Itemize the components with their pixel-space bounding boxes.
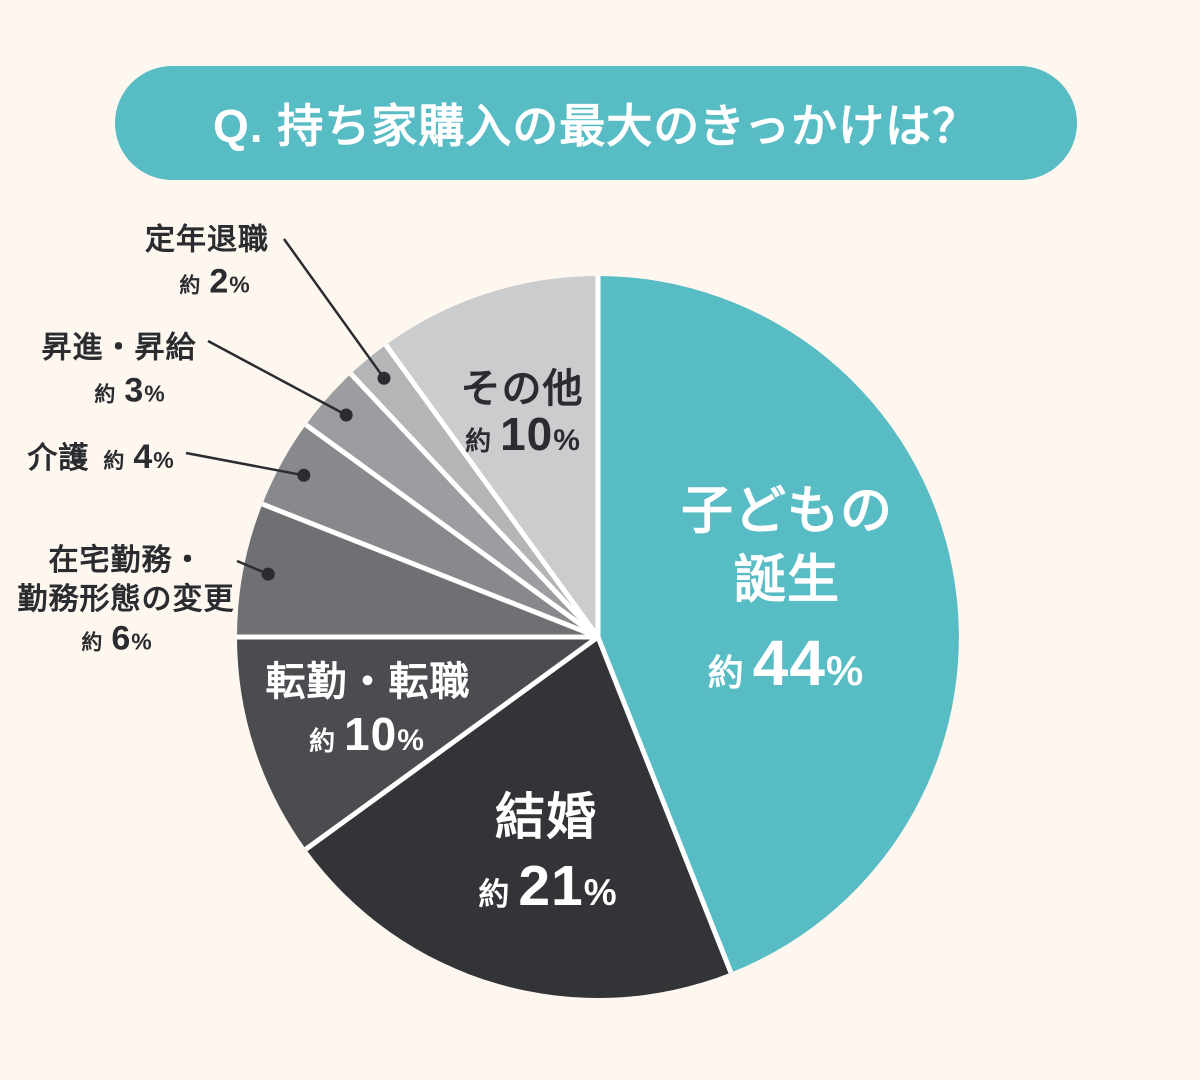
question-banner: Q. 持ち家購入の最大のきっかけは？ bbox=[115, 66, 1077, 180]
approx-prefix: 約 bbox=[478, 877, 511, 912]
percent-value: 3 bbox=[124, 371, 145, 410]
slice-separator bbox=[595, 636, 734, 974]
percent-sign: % bbox=[825, 647, 865, 694]
percent-value: 2 bbox=[209, 262, 230, 301]
approx-prefix: 約 bbox=[81, 631, 104, 655]
pie-slice-0 bbox=[598, 276, 959, 973]
percent-value: 21 bbox=[518, 854, 584, 918]
pie-slice-4 bbox=[262, 424, 598, 637]
slice-value-kekkon: 約 21% bbox=[478, 853, 617, 919]
percent-sign: % bbox=[553, 424, 581, 457]
approx-prefix: 約 bbox=[465, 426, 493, 456]
percent-sign: % bbox=[397, 724, 425, 757]
percent-sign: % bbox=[153, 446, 175, 473]
slice-value-kaigo: 約 4% bbox=[103, 438, 175, 476]
percent-sign: % bbox=[131, 628, 153, 655]
leader-line bbox=[282, 238, 386, 380]
slice-separator bbox=[383, 343, 601, 639]
slice-separator bbox=[304, 422, 600, 640]
leader-dot bbox=[297, 468, 311, 482]
pie-slice-2 bbox=[236, 637, 598, 850]
pie-slice-1 bbox=[305, 637, 731, 998]
leader-dot bbox=[339, 408, 353, 422]
slice-value-shoushin-shoukyuu: 約 3% bbox=[94, 372, 165, 411]
question-text: Q. 持ち家購入の最大のきっかけは？ bbox=[212, 100, 980, 152]
slice-label-kaigo: 介護約 4% bbox=[27, 435, 174, 479]
slice-label-text: 介護 bbox=[27, 441, 90, 475]
pie-slice-7 bbox=[385, 276, 598, 637]
slice-value-kodomo-no-tanjou: 約 44% bbox=[708, 626, 865, 700]
leader-dot bbox=[377, 371, 391, 385]
percent-sign: % bbox=[144, 380, 166, 407]
slice-label-kodomo-no-tanjou: 子どもの 誕生 bbox=[680, 482, 894, 609]
slice-value-zaitaku-kinmu: 約 6% bbox=[81, 620, 152, 659]
percent-value: 6 bbox=[111, 619, 132, 658]
slice-label-zaitaku-kinmu: 在宅勤務・ 勤務形態の変更 bbox=[17, 544, 235, 616]
slice-separator bbox=[349, 372, 600, 639]
slice-label-shoushin-shoukyuu: 昇進・昇給 bbox=[41, 331, 197, 365]
slice-label-teinen-taishoku: 定年退職 bbox=[145, 223, 269, 257]
approx-prefix: 約 bbox=[94, 383, 117, 407]
slice-value-tenkin-tenshoku: 約 10% bbox=[309, 707, 425, 761]
percent-value: 10 bbox=[344, 708, 398, 760]
approx-prefix: 約 bbox=[103, 449, 126, 473]
approx-prefix: 約 bbox=[179, 274, 202, 298]
leader-line bbox=[207, 339, 347, 417]
approx-prefix: 約 bbox=[309, 726, 337, 756]
leader-dot bbox=[261, 567, 275, 581]
slice-value-teinen-taishoku: 約 2% bbox=[179, 263, 250, 302]
slice-separator bbox=[261, 501, 599, 640]
slice-separator bbox=[304, 634, 600, 852]
percent-sign: % bbox=[583, 872, 618, 913]
slice-value-sonota: 約 10% bbox=[465, 407, 581, 461]
approx-prefix: 約 bbox=[707, 652, 745, 693]
leader-line bbox=[185, 451, 305, 477]
pie-slice-5 bbox=[305, 373, 598, 637]
pie-slice-6 bbox=[350, 344, 598, 637]
slice-label-kekkon: 結婚 bbox=[495, 789, 597, 845]
percent-value: 44 bbox=[752, 627, 826, 699]
percent-sign: % bbox=[229, 271, 251, 298]
percent-value: 4 bbox=[133, 437, 154, 476]
slice-label-tenkin-tenshoku: 転勤・転職 bbox=[265, 660, 471, 704]
slice-label-sonota: その他 bbox=[460, 367, 584, 411]
percent-value: 10 bbox=[500, 408, 554, 460]
